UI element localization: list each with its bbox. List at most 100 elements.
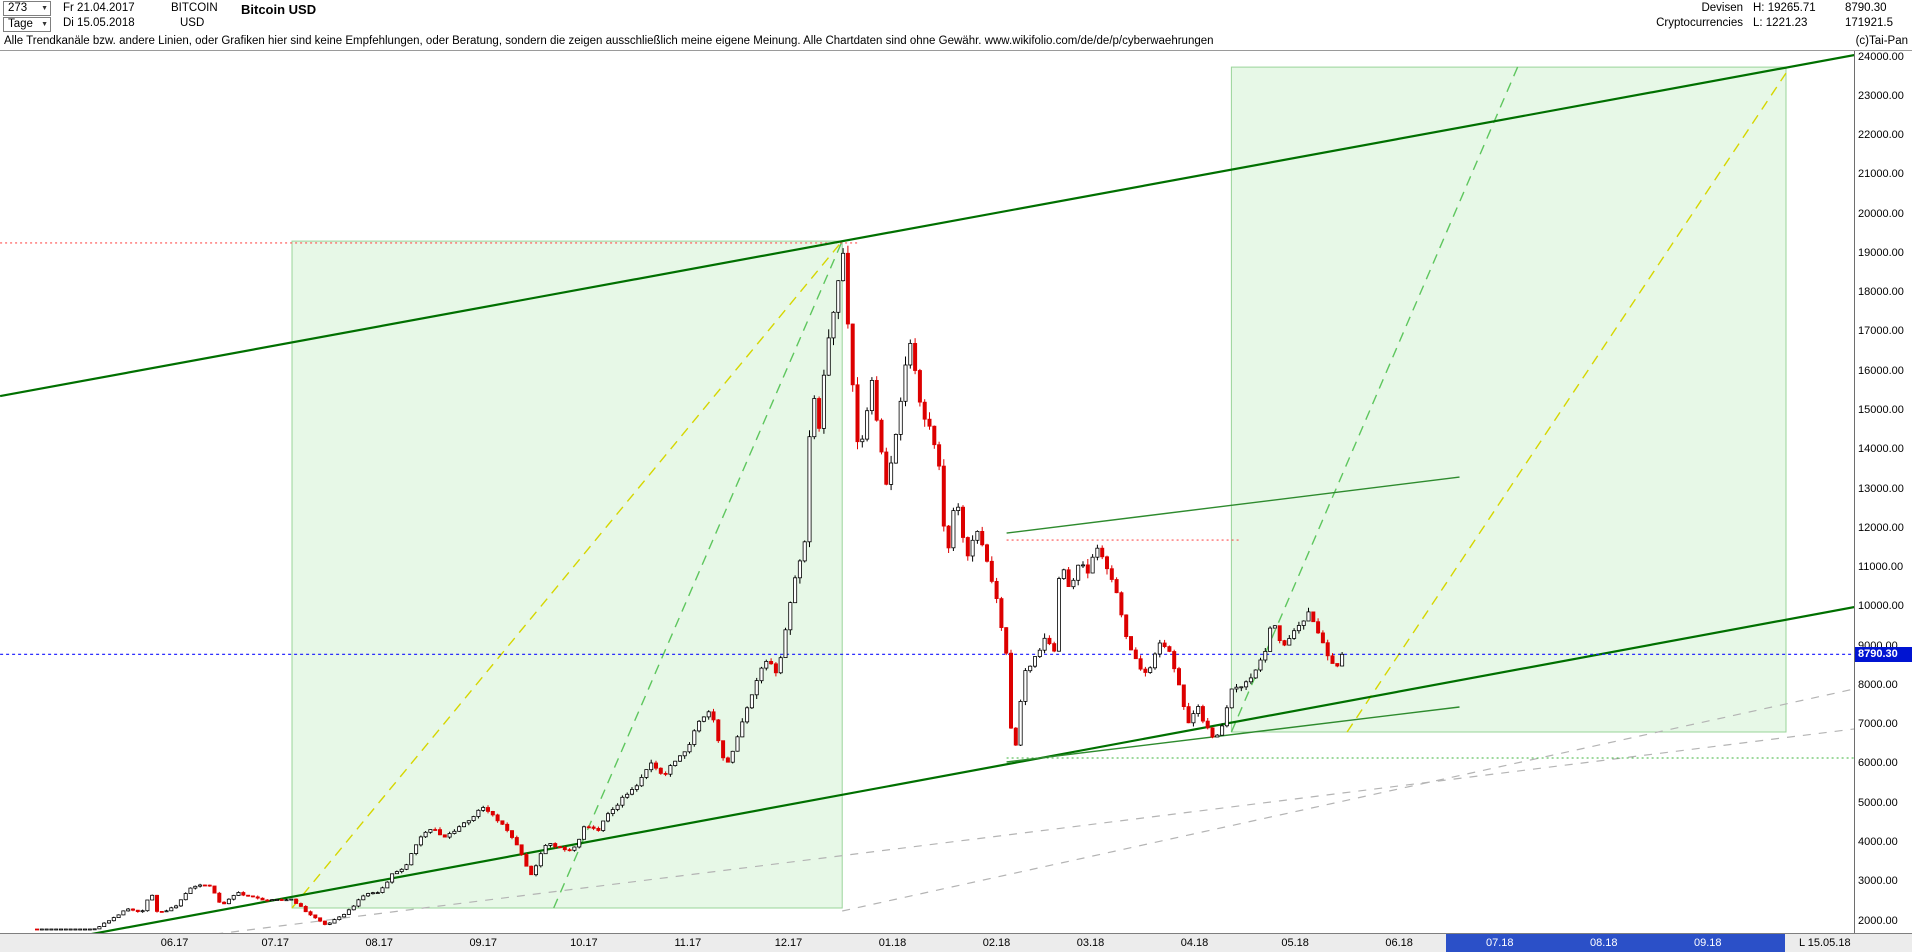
candle-body xyxy=(553,843,558,848)
price-chart-canvas[interactable] xyxy=(0,51,1854,933)
candle-body xyxy=(937,444,942,467)
candle-body xyxy=(337,916,342,921)
candle-body xyxy=(797,560,802,579)
y-axis-label: 16000.00 xyxy=(1858,364,1904,377)
candle-body xyxy=(250,895,255,898)
candle-body xyxy=(860,438,865,443)
candle-body xyxy=(202,884,207,887)
x-axis-label: 08.17 xyxy=(365,937,393,949)
period-high: H: 19265.71 xyxy=(1753,2,1816,14)
time-axis-selection[interactable] xyxy=(1446,934,1785,952)
bars-count-dropdown[interactable]: 273 ▼ xyxy=(3,1,51,16)
candle-body xyxy=(898,400,903,435)
candle-body xyxy=(625,793,630,798)
candle-body xyxy=(198,884,203,887)
candle-body xyxy=(1028,665,1033,672)
candle-body xyxy=(706,711,711,718)
candle-body xyxy=(509,830,514,838)
gray-trend-line-1 xyxy=(219,728,1854,933)
candle-body xyxy=(1076,564,1081,581)
candle-body xyxy=(1061,569,1066,579)
copyright-label: (c)Tai-Pan xyxy=(1855,35,1908,47)
y-axis-label: 19000.00 xyxy=(1858,246,1904,259)
candle-body xyxy=(485,807,490,812)
market-category: Devisen xyxy=(1701,2,1743,14)
candle-body xyxy=(1153,653,1158,669)
candle-body xyxy=(1191,713,1196,724)
candle-body xyxy=(111,917,116,922)
candle-body xyxy=(654,762,659,769)
candle-body xyxy=(107,920,112,924)
candle-body xyxy=(375,892,380,894)
candle-body xyxy=(130,908,135,911)
candle-body xyxy=(1148,667,1153,673)
candle-body xyxy=(409,853,414,866)
candle-body xyxy=(1239,686,1244,689)
candle-body xyxy=(490,811,495,816)
candle-body xyxy=(1296,625,1301,632)
candle-body xyxy=(1085,564,1090,574)
candle-body xyxy=(394,871,399,875)
candle-body xyxy=(1162,642,1167,647)
period-dropdown[interactable]: Tage ▼ xyxy=(3,17,51,32)
candle-body xyxy=(212,885,217,894)
candle-body xyxy=(582,826,587,840)
candle-body xyxy=(788,602,793,631)
candle-body xyxy=(980,531,985,546)
candle-body xyxy=(380,887,385,893)
candle-body xyxy=(1325,642,1330,657)
candle-body xyxy=(845,252,850,325)
from-date[interactable]: Fr 21.04.2017 xyxy=(63,2,135,14)
candle-body xyxy=(586,826,591,829)
candle-body xyxy=(716,719,721,742)
symbol-code: BITCOIN xyxy=(171,2,218,14)
y-axis-label: 18000.00 xyxy=(1858,286,1904,299)
candle-body xyxy=(159,911,164,913)
candle-body xyxy=(361,895,366,901)
rally-diagonal-green-2018 xyxy=(1230,63,1520,733)
candle-body xyxy=(1109,568,1114,580)
candle-body xyxy=(318,917,323,922)
candle-body xyxy=(817,398,822,429)
candle-body xyxy=(913,342,918,371)
candle-body xyxy=(1248,677,1253,683)
to-date[interactable]: Di 15.05.2018 xyxy=(63,17,135,29)
candle-body xyxy=(322,920,327,925)
candle-body xyxy=(821,374,826,429)
high-low-block: H: 19265.71 L: 1221.23 xyxy=(1753,1,1835,32)
candle-body xyxy=(802,541,807,562)
trend-projection-box-2018 xyxy=(1230,66,1787,733)
candle-body xyxy=(121,910,126,916)
candle-body xyxy=(649,762,654,771)
candle-body xyxy=(841,252,846,282)
candle-body xyxy=(1268,627,1273,652)
price-axis: 8790.30 2000.00 3000.00 4000.00 5000.00 6000… xyxy=(1854,51,1912,933)
candle-body xyxy=(274,899,279,901)
y-axis-label: 4000.00 xyxy=(1858,835,1898,848)
candle-body xyxy=(217,892,222,903)
candle-body xyxy=(59,928,64,931)
last-values-block: 8790.30 171921.5 xyxy=(1845,1,1907,32)
candle-body xyxy=(1066,569,1071,587)
candle-body xyxy=(92,928,97,931)
wikifolio-link[interactable]: www.wikifolio.com/de/de/p/cyberwaehrunge… xyxy=(984,35,1214,47)
candle-body xyxy=(807,436,812,543)
upper-trend-channel-line xyxy=(0,54,1854,398)
y-axis-label: 8000.00 xyxy=(1858,678,1898,691)
candle-body xyxy=(1105,556,1110,570)
period-low: L: 1221.23 xyxy=(1753,17,1808,29)
candle-body xyxy=(1311,611,1316,623)
candle-body xyxy=(908,342,913,366)
candle-body xyxy=(994,581,999,600)
market-category-block: Devisen Cryptocurrencies xyxy=(1625,1,1743,32)
candle-body xyxy=(941,465,946,527)
candle-body xyxy=(865,410,870,440)
candle-body xyxy=(1009,652,1014,729)
candle-body xyxy=(471,816,476,821)
candle-body xyxy=(529,865,534,876)
page-title: Bitcoin USD xyxy=(241,2,317,17)
candle-body xyxy=(999,598,1004,628)
x-axis-label: 04.18 xyxy=(1180,937,1209,949)
candle-body xyxy=(78,928,83,931)
range-controls: 273 ▼ Tage ▼ xyxy=(3,1,51,32)
